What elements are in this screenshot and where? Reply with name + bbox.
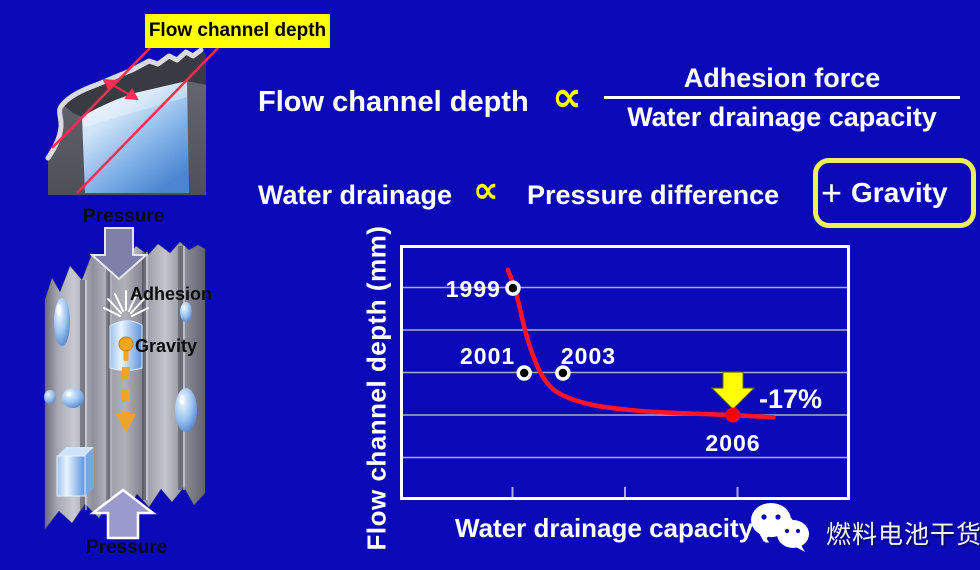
formula2-rhs: Pressure difference bbox=[527, 180, 780, 210]
svg-text:-17%: -17% bbox=[759, 384, 822, 414]
flow-depth-vs-drainage-chart: 1999 2001 2003 2006 -17% bbox=[400, 245, 850, 500]
pressure-up-arrow bbox=[89, 488, 157, 540]
svg-text:2006: 2006 bbox=[705, 430, 760, 456]
plate-ridges bbox=[85, 246, 185, 510]
flow-channel-cross-section-illustration bbox=[45, 47, 219, 195]
svg-text:1999: 1999 bbox=[446, 276, 501, 302]
proportional-symbol-2: ∝ bbox=[473, 169, 499, 210]
svg-text:2003: 2003 bbox=[561, 343, 616, 369]
adhesion-label: Adhesion bbox=[130, 284, 213, 304]
formula1-fraction: Adhesion force Water drainage capacity bbox=[604, 62, 960, 134]
flow-channel-depth-callout: Flow channel depth bbox=[145, 14, 330, 48]
gravity-dashed-arrow bbox=[116, 367, 136, 433]
gravity-label: Gravity bbox=[851, 177, 948, 208]
watermark-text: 燃料电池干货 bbox=[826, 521, 980, 549]
water-channel bbox=[82, 81, 189, 193]
x-axis-label: Water drainage capacity (N) bbox=[455, 513, 797, 543]
plus-sign: + bbox=[821, 172, 843, 213]
bipolar-plate-illustration bbox=[44, 227, 206, 540]
callout-lines bbox=[51, 47, 219, 194]
gravity-highlight-box: + Gravity bbox=[813, 158, 976, 228]
svg-text:2001: 2001 bbox=[460, 343, 515, 369]
pressure-down-arrow bbox=[89, 227, 149, 281]
y-axis-label: Flow channel depth (mm) bbox=[361, 225, 392, 551]
depth-arrow bbox=[102, 78, 139, 101]
formula2-lhs: Water drainage bbox=[258, 180, 453, 210]
proportional-symbol-1: ∝ bbox=[552, 73, 582, 120]
gravity-text-label: Gravity bbox=[135, 336, 198, 356]
plate-highlight-band bbox=[45, 47, 204, 161]
wechat-icon bbox=[751, 503, 809, 552]
formula1-denominator: Water drainage capacity bbox=[627, 102, 937, 132]
water-droplets bbox=[44, 298, 197, 432]
formula1-lhs: Flow channel depth bbox=[258, 86, 529, 118]
adhesion-fan bbox=[103, 290, 149, 317]
pressure-top-label: Pressure bbox=[83, 206, 165, 227]
formula1-numerator: Adhesion force bbox=[604, 62, 960, 99]
gravity-pin bbox=[118, 336, 134, 361]
water-sheen bbox=[82, 81, 187, 127]
pressure-bottom-label: Pressure bbox=[86, 537, 168, 558]
water-slab bbox=[56, 447, 94, 497]
